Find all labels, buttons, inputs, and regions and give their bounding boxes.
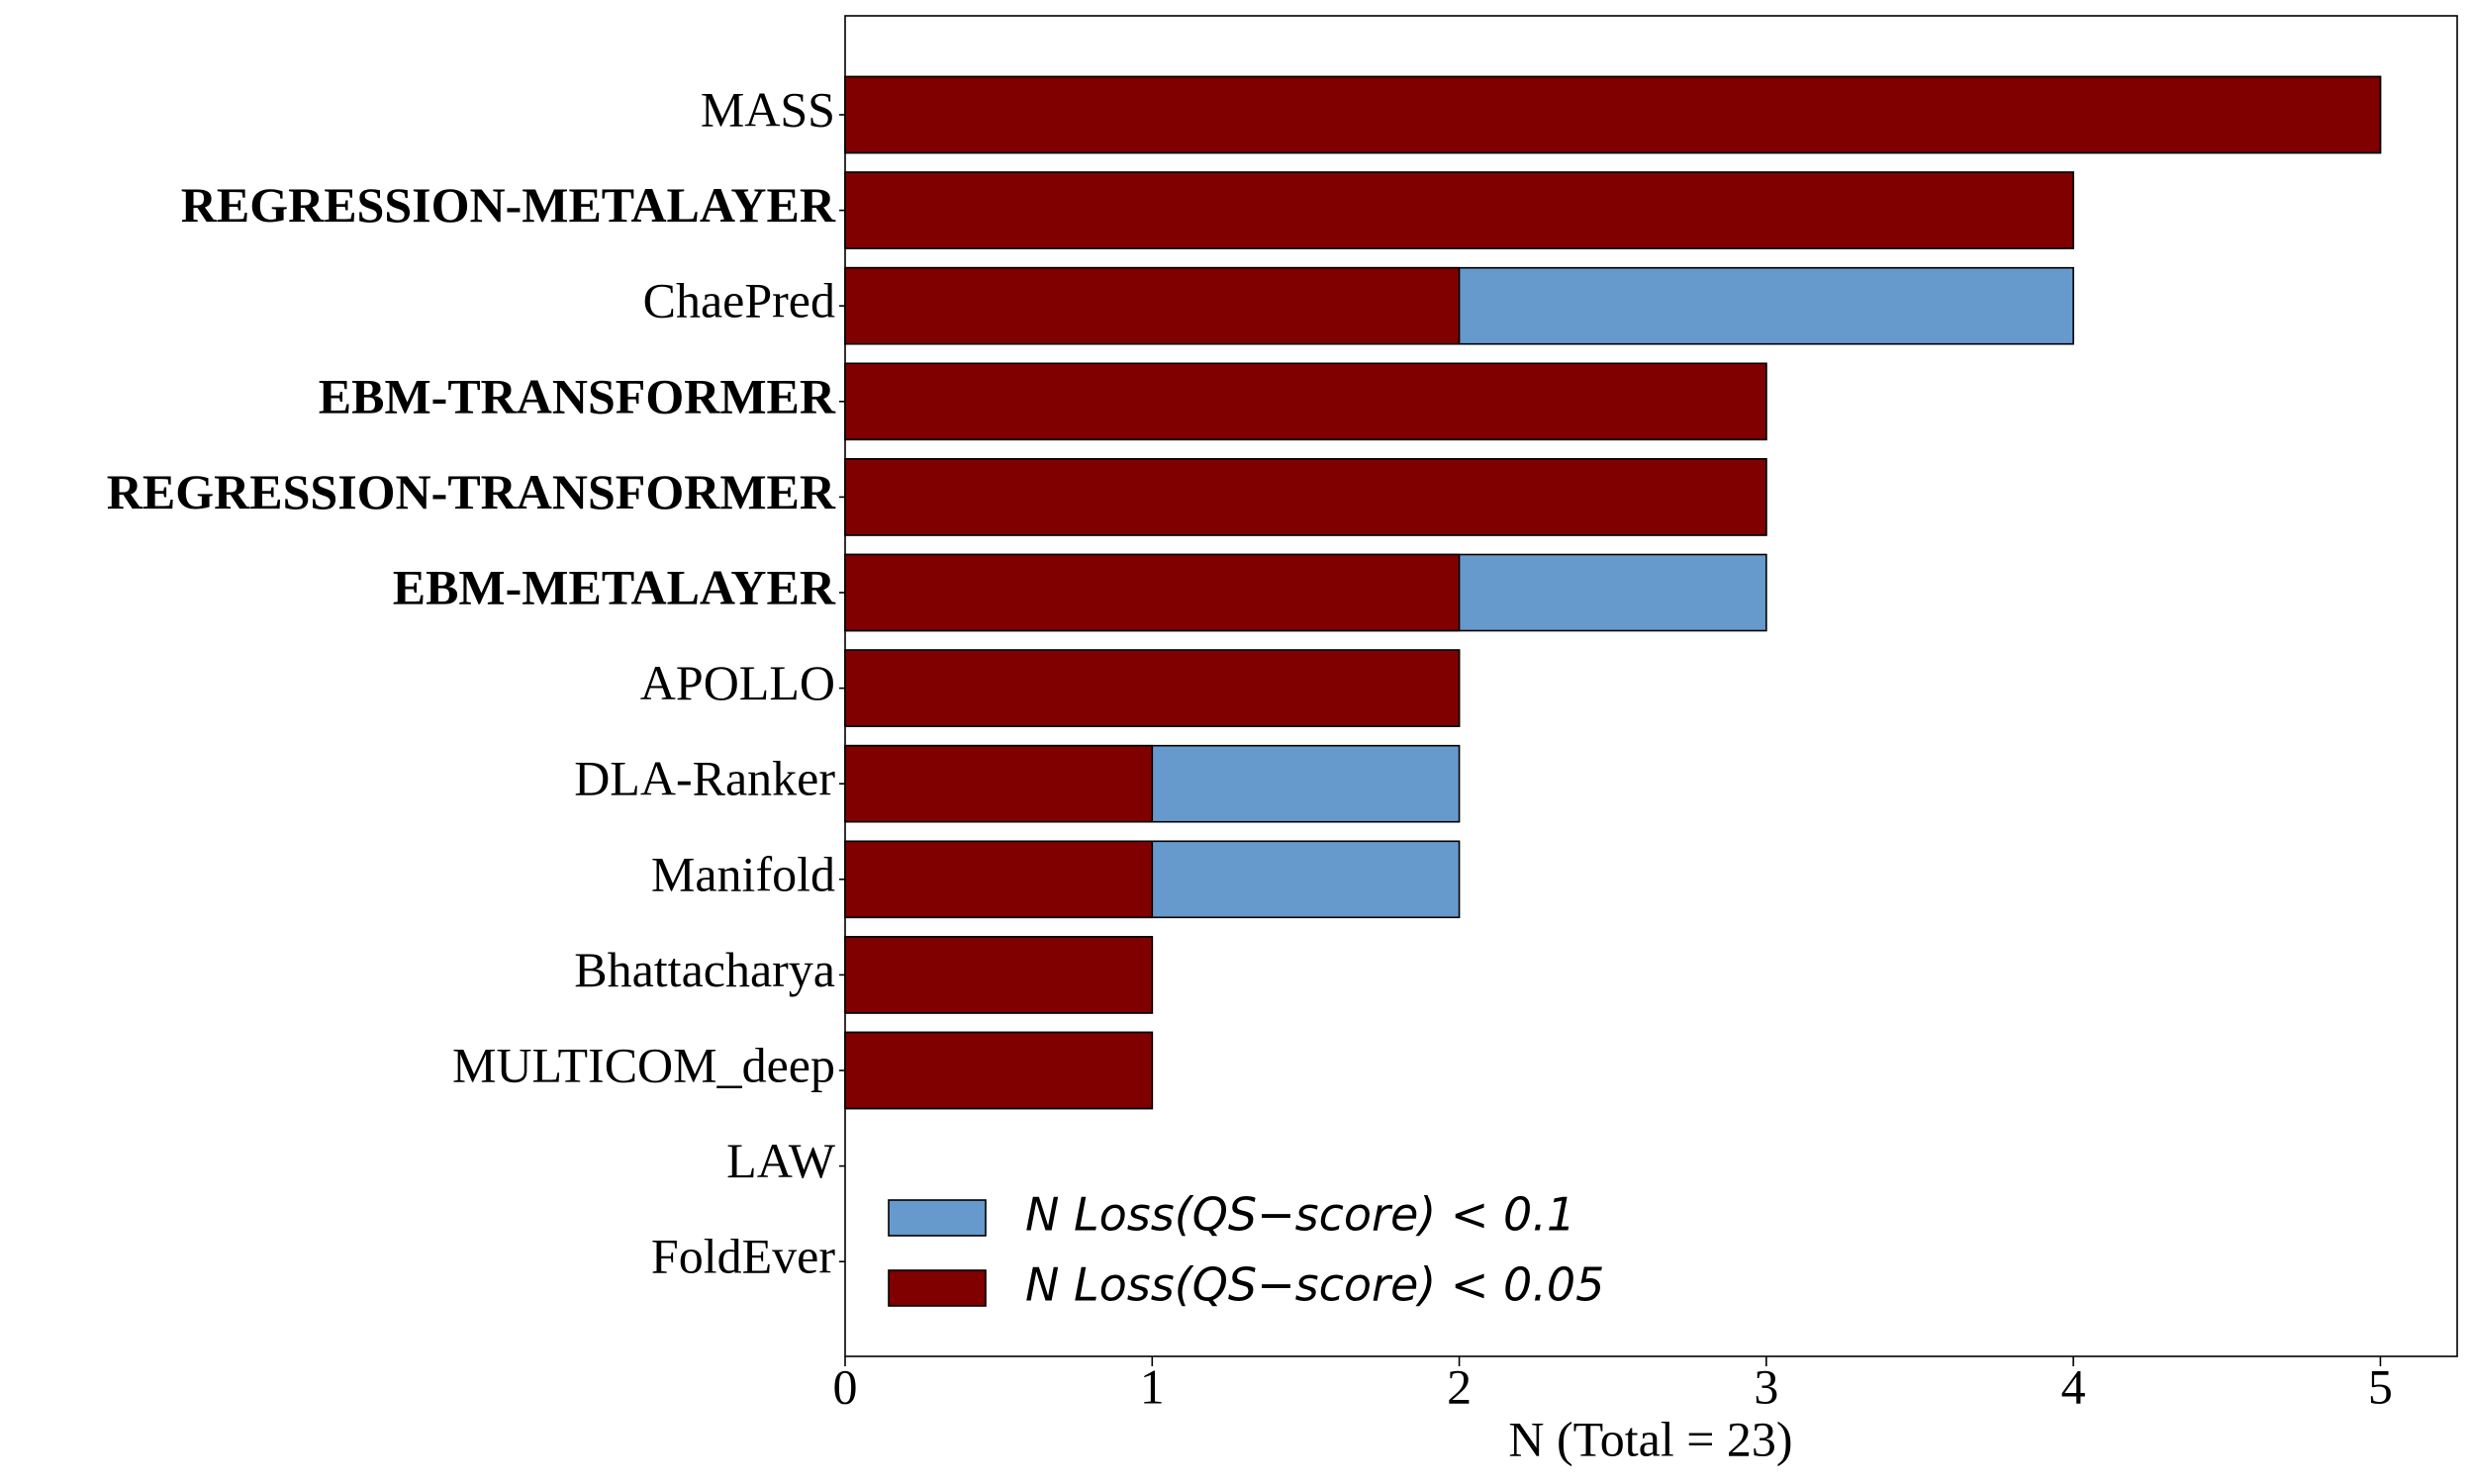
y-tick-label: APOLLO: [640, 655, 835, 710]
bar: [844, 362, 1767, 441]
x-axis-label: N (Total = 23): [1508, 1411, 1792, 1466]
legend-swatch: [888, 1199, 987, 1237]
legend-label: N Loss(QS−score) < 0.1: [1025, 1188, 1575, 1242]
legend-label: N Loss(QS−score) < 0.05: [1025, 1258, 1604, 1312]
bar: [844, 553, 1461, 632]
bar: [844, 744, 1154, 823]
y-tick-label: Bhattacharya: [574, 942, 835, 997]
y-tick-label: REGRESSION-METALAYER: [181, 177, 836, 232]
x-tick-label: 3: [1754, 1358, 1778, 1414]
y-tick-label: MASS: [701, 81, 835, 137]
x-tick-label: 4: [2061, 1358, 2086, 1414]
bar: [844, 936, 1154, 1014]
y-tick-label: DLA-Ranker: [574, 751, 835, 806]
y-tick-label: EBM-TRANSFORMER: [319, 368, 836, 423]
y-tick-label: LAW: [726, 1133, 836, 1188]
x-tick-label: 5: [2368, 1358, 2393, 1414]
y-tick-label: FoldEver: [651, 1229, 835, 1284]
bar: [844, 171, 2074, 249]
bar: [844, 840, 1154, 919]
bar: [844, 266, 1461, 345]
legend-swatch: [888, 1269, 987, 1307]
y-tick-label: REGRESSION-TRANSFORMER: [107, 464, 836, 519]
x-tick-label: 1: [1140, 1358, 1165, 1414]
plot-frame: [844, 15, 2458, 1357]
y-tick-label: ChaePred: [643, 273, 835, 328]
bar: [844, 1031, 1154, 1110]
bar: [844, 649, 1461, 727]
x-tick-label: 2: [1447, 1358, 1472, 1414]
bar: [844, 75, 2382, 154]
y-tick-label: EBM-METALAYER: [393, 559, 836, 614]
y-tick-label: Manifold: [651, 846, 835, 901]
x-tick-label: 0: [833, 1358, 858, 1414]
y-tick-label: MULTICOM_deep: [452, 1037, 835, 1092]
bar: [844, 458, 1767, 536]
